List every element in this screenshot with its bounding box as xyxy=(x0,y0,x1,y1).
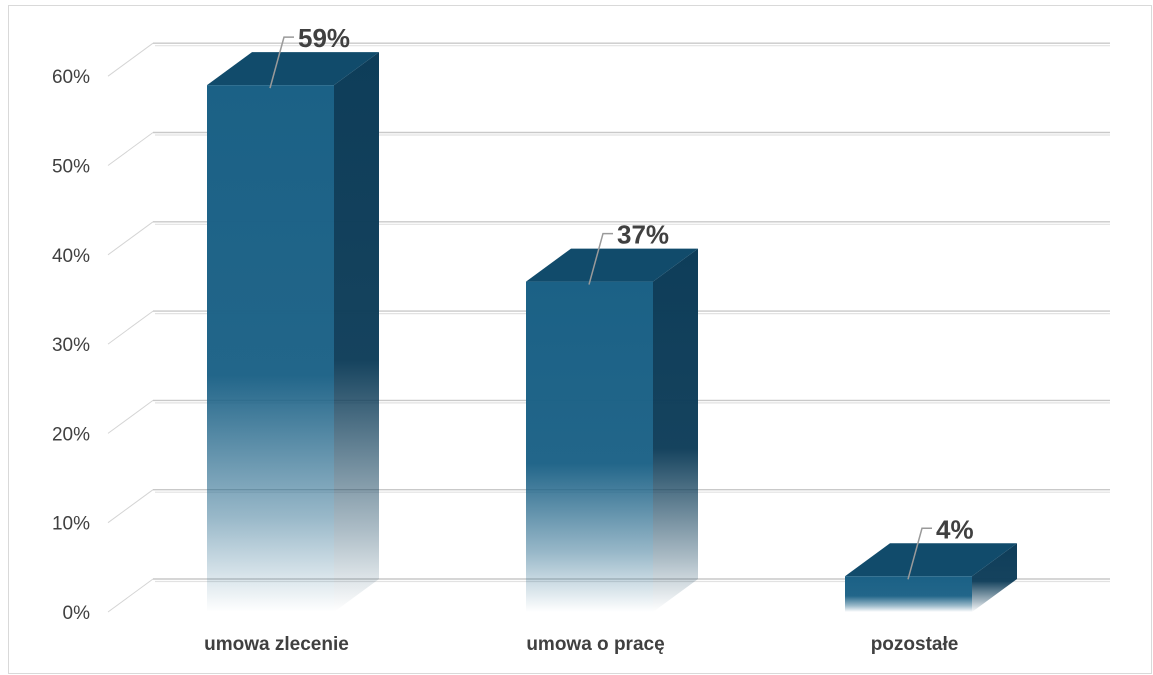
y-axis-tick-labels: 0% 10% 20% 30% 40% 50% 60% xyxy=(52,67,90,624)
data-label: 4% xyxy=(936,514,974,544)
gridline-depth-1 xyxy=(107,489,154,524)
y-tick-label: 40% xyxy=(52,246,90,267)
data-label: 37% xyxy=(617,220,669,250)
bar-side-face xyxy=(653,248,698,612)
gridline-depth-0 xyxy=(107,578,154,613)
bar-front-face xyxy=(207,85,334,612)
x-axis-category-labels: umowa zlecenie umowa o pracę pozostałe xyxy=(204,634,958,655)
category-label: umowa o pracę xyxy=(526,634,664,655)
bar-top-face xyxy=(526,248,698,282)
gridline-depth-5 xyxy=(107,132,154,166)
leader-line xyxy=(588,232,613,285)
data-label: 59% xyxy=(298,23,350,53)
bar-top-face xyxy=(207,52,379,86)
category-label: pozostałe xyxy=(871,634,959,655)
bar-top-face xyxy=(845,543,1017,577)
y-tick-label: 10% xyxy=(52,514,90,535)
bar-front-face xyxy=(845,576,972,612)
gridline-depth-2 xyxy=(107,399,154,434)
bars xyxy=(207,52,1017,612)
bar-3 xyxy=(845,543,1017,612)
leader-line xyxy=(907,527,932,580)
bar-2 xyxy=(526,248,698,612)
bar-side-face xyxy=(334,52,379,612)
y-tick-label: 0% xyxy=(63,603,91,624)
data-labels: 59% 37% 4% xyxy=(269,23,974,580)
gridline-depth-4 xyxy=(107,221,154,256)
y-tick-label: 50% xyxy=(52,157,90,178)
leader-line xyxy=(269,36,294,89)
y-tick-label: 20% xyxy=(52,424,90,445)
y-tick-label: 30% xyxy=(52,335,90,356)
gridline-depth-6 xyxy=(107,42,154,77)
bar-1 xyxy=(207,52,379,612)
bar-side-face xyxy=(972,543,1017,612)
category-label: umowa zlecenie xyxy=(204,634,349,655)
y-tick-label: 60% xyxy=(52,67,90,88)
bar-front-face xyxy=(526,281,653,612)
gridline-depth-3 xyxy=(107,310,154,345)
